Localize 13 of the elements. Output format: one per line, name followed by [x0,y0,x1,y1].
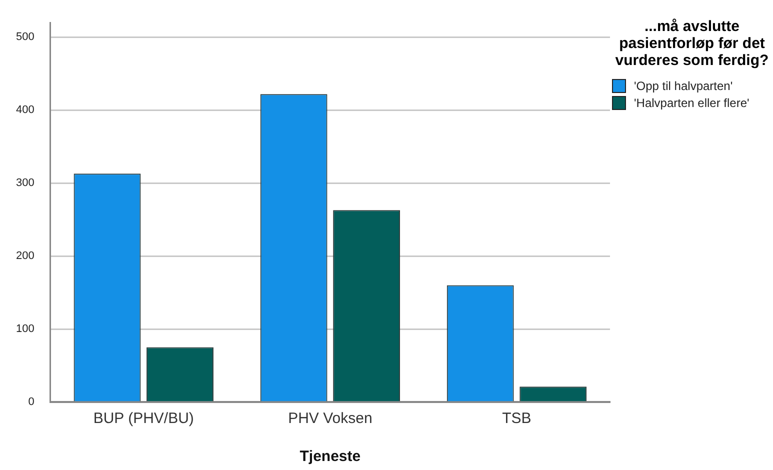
x-axis-title: Tjeneste [300,448,361,466]
legend-label: 'Opp til halvparten' [634,78,733,92]
y-tick-label: 300 [16,177,34,190]
y-tick-label: 100 [16,323,34,336]
y-tick-label: 0 [28,396,34,408]
x-tick-label: BUP (PHV/BU) [93,410,194,428]
y-tick-label: 200 [16,250,34,262]
x-tick-label: PHV Voksen [288,410,372,428]
y-tick-label: 500 [16,31,34,44]
legend-title: ...må avslutte pasientforløp før det vurderes som ferdig? [614,18,770,69]
y-tick-label: 400 [16,104,34,116]
legend-label: 'Halvparten eller flere' [634,96,750,110]
x-tick-label: TSB [502,410,532,428]
